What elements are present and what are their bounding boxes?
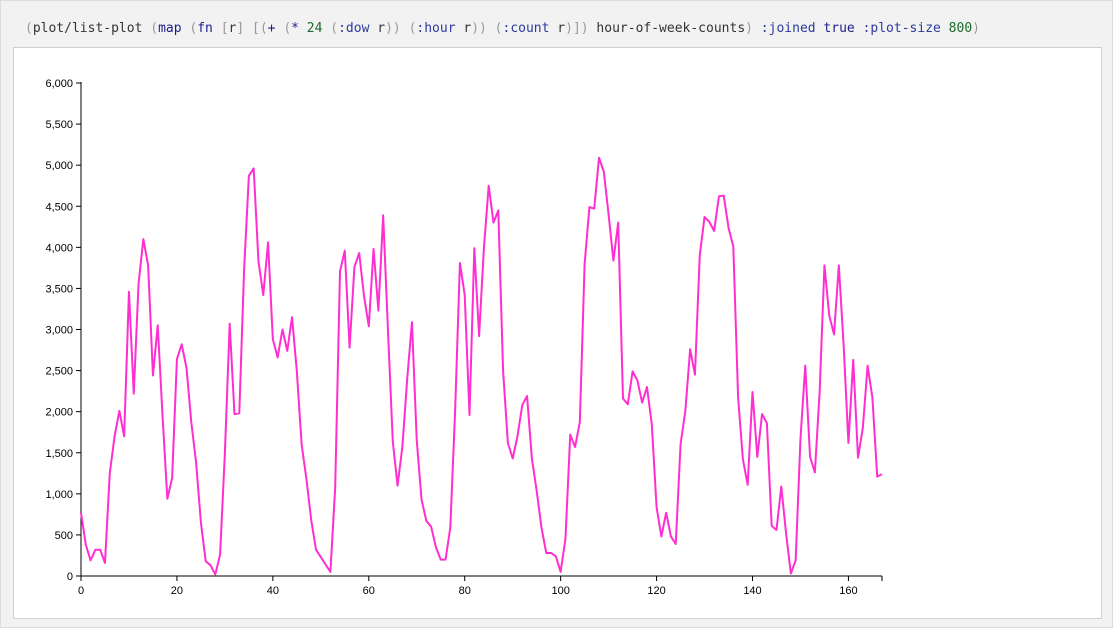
y-tick-label: 3,500 xyxy=(45,283,73,295)
code-token: true xyxy=(815,21,855,36)
code-token: [ xyxy=(220,21,229,36)
y-tick-label: 4,000 xyxy=(45,242,73,254)
code-token: 800 xyxy=(940,21,973,36)
code-input[interactable]: (plot/list-plot (map (fn [r] [(+ (* 24 (… xyxy=(25,21,1102,36)
code-token: )) xyxy=(385,21,401,36)
y-tick-label: 1,500 xyxy=(45,448,73,460)
code-token: :hour xyxy=(416,21,456,36)
code-token: [( xyxy=(252,21,268,36)
code-token: plot/list-plot xyxy=(32,21,143,36)
code-token: )) xyxy=(471,21,487,36)
y-tick-label: 5,500 xyxy=(45,119,73,131)
y-tick-label: 2,000 xyxy=(45,407,73,419)
code-token: * xyxy=(291,21,299,36)
line-chart: 0 500 1,000 1,500 2,000 2,500 3,000 3,500 4,000 4… xyxy=(45,78,883,597)
code-token: fn xyxy=(197,21,213,36)
code-token: ) xyxy=(972,21,980,36)
x-tick-label: 80 xyxy=(459,585,471,597)
code-token: map xyxy=(158,21,182,36)
code-token: ( xyxy=(150,21,159,36)
code-token: )]) xyxy=(565,21,589,36)
code-token: :dow xyxy=(338,21,370,36)
code-token: :plot-size xyxy=(854,21,941,36)
code-token: ] xyxy=(236,21,245,36)
y-tick-label: 1,000 xyxy=(45,489,73,501)
code-token: ( xyxy=(189,21,198,36)
code-token: r xyxy=(549,21,566,36)
y-tick-label: 2,500 xyxy=(45,366,73,378)
code-token: :count xyxy=(502,21,550,36)
plot-output: 0 500 1,000 1,500 2,000 2,500 3,000 3,500 4,000 4… xyxy=(13,47,1102,619)
code-token: ( xyxy=(408,21,417,36)
code-token: + xyxy=(267,21,276,36)
code-token: hour-of-week-counts xyxy=(588,21,746,36)
x-tick-label: 60 xyxy=(363,585,375,597)
x-tick-label: 160 xyxy=(839,585,857,597)
x-tick-label: 0 xyxy=(78,585,84,597)
y-tick-label: 0 xyxy=(67,571,73,583)
x-tick-label: 20 xyxy=(171,585,183,597)
y-tick-label: 5,000 xyxy=(45,160,73,172)
code-token: 24 xyxy=(298,21,331,36)
code-token: r xyxy=(369,21,386,36)
y-tick-label: 500 xyxy=(55,530,73,542)
x-tick-label: 40 xyxy=(267,585,279,597)
code-token: ( xyxy=(25,21,33,36)
code-token: ( xyxy=(494,21,503,36)
x-tick-label: 120 xyxy=(647,585,665,597)
y-tick-label: 6,000 xyxy=(45,78,73,90)
x-tick-label: 100 xyxy=(551,585,569,597)
code-token xyxy=(244,21,252,36)
x-tick-label: 140 xyxy=(743,585,761,597)
code-token: ( xyxy=(330,21,339,36)
data-series-line xyxy=(80,156,883,576)
code-token xyxy=(401,21,409,36)
code-token: r xyxy=(455,21,472,36)
code-token: r xyxy=(228,21,237,36)
code-token: ) xyxy=(745,21,753,36)
code-token: ( xyxy=(283,21,292,36)
y-tick-label: 3,000 xyxy=(45,325,73,337)
code-token xyxy=(487,21,495,36)
code-token: :joined xyxy=(752,21,816,36)
y-tick-label: 4,500 xyxy=(45,201,73,213)
code-token xyxy=(213,21,221,36)
